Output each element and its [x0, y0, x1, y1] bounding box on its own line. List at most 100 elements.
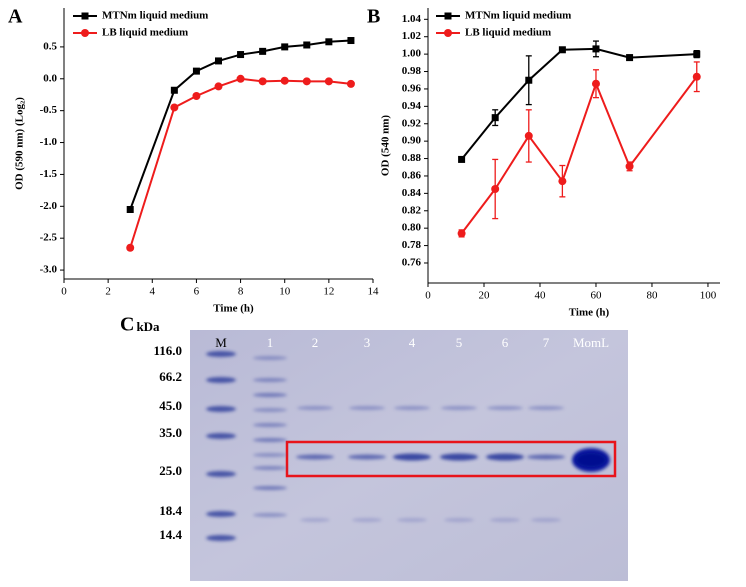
marker: [258, 77, 267, 86]
gel-band: [206, 471, 236, 477]
gel-band: [253, 408, 287, 412]
marker: [692, 72, 701, 81]
marker: [591, 79, 600, 88]
gel-band: [296, 454, 334, 460]
gel-band: [206, 351, 236, 357]
legend-marker: [81, 29, 89, 37]
gel-band: [253, 393, 287, 397]
marker: [237, 51, 245, 59]
gel-band: [352, 518, 382, 522]
gel-band: [527, 454, 565, 460]
gel-band: [206, 377, 236, 383]
marker: [214, 82, 223, 91]
marker: [126, 243, 135, 252]
gel-band: [531, 518, 561, 522]
ladder-label: 45.0: [159, 398, 182, 413]
y-tick-label: 0.96: [402, 82, 422, 94]
marker: [693, 50, 701, 58]
series-line: [129, 39, 351, 210]
y-tick-label: 0.0: [43, 72, 57, 84]
marker: [626, 54, 634, 62]
unit-label: kDa: [136, 319, 160, 334]
x-tick-label: 100: [700, 290, 717, 302]
y-tick-label: 1.00: [402, 48, 422, 60]
gel-band: [253, 378, 287, 382]
x-axis-label: Time (h): [213, 303, 254, 315]
gel-band: [253, 438, 287, 442]
x-tick-label: 60: [590, 290, 602, 302]
marker: [491, 114, 499, 122]
legend-label: LB liquid medium: [465, 27, 551, 39]
y-tick-label: -3.0: [40, 264, 58, 276]
gel-band: [528, 406, 564, 410]
panel-label: B: [367, 6, 380, 28]
y-tick-label: -2.5: [40, 232, 58, 244]
gel-band: [397, 518, 427, 522]
gel-band: [576, 453, 606, 467]
y-tick-label: 0.88: [402, 152, 422, 164]
legend-label: MTNm liquid medium: [465, 10, 571, 22]
gel-band: [206, 433, 236, 439]
x-tick-label: 12: [323, 286, 334, 298]
x-tick-label: 0: [61, 286, 67, 298]
marker: [347, 37, 355, 45]
marker: [558, 177, 567, 186]
y-tick-label: -2.0: [40, 200, 58, 212]
gel-band: [486, 453, 524, 461]
x-axis-label: Time (h): [569, 307, 610, 319]
lane-label: MomL: [573, 335, 609, 350]
x-tick-label: 20: [478, 290, 490, 302]
lane-label: 1: [267, 335, 274, 350]
marker: [325, 38, 333, 46]
marker: [458, 155, 466, 163]
series-line: [460, 76, 698, 234]
marker: [525, 76, 533, 84]
gel-band: [253, 513, 287, 517]
lane-label: 4: [409, 335, 416, 350]
gel-band: [440, 453, 478, 461]
marker: [303, 41, 311, 49]
gel-band: [206, 406, 236, 412]
marker: [491, 185, 500, 194]
y-tick-label: 0.94: [402, 100, 422, 112]
legend-marker: [444, 29, 452, 37]
marker: [324, 77, 333, 86]
marker: [192, 67, 200, 75]
gel-band: [253, 423, 287, 427]
highlight-box: [285, 440, 617, 478]
marker: [170, 86, 178, 94]
y-axis-label: OD (540 nm): [380, 115, 392, 176]
ladder-label: 14.4: [159, 527, 182, 542]
gel-band: [349, 406, 385, 410]
panel-label: C: [120, 314, 134, 336]
y-tick-label: -1.0: [40, 136, 58, 148]
lane-label: 7: [543, 335, 550, 350]
y-tick-label: -0.5: [40, 104, 58, 116]
ladder-label: 116.0: [153, 343, 182, 358]
y-tick-label: -1.5: [40, 168, 58, 180]
gel-band: [441, 406, 477, 410]
lane-label: 2: [312, 335, 319, 350]
marker: [625, 162, 634, 171]
x-tick-label: 80: [646, 290, 658, 302]
x-tick-label: 0: [425, 290, 431, 302]
marker: [170, 103, 179, 112]
gel-band: [300, 518, 330, 522]
gel-band: [394, 406, 430, 410]
x-tick-label: 14: [368, 286, 380, 298]
gel-band: [253, 356, 287, 360]
marker: [259, 47, 267, 55]
lane-label: 6: [502, 335, 509, 350]
y-tick-label: 0.98: [402, 65, 422, 77]
lane-label: 3: [364, 335, 371, 350]
marker: [192, 91, 201, 100]
gel-band: [444, 518, 474, 522]
series-line: [460, 47, 697, 161]
x-tick-label: 2: [105, 286, 111, 298]
marker: [592, 45, 600, 53]
marker: [457, 229, 466, 238]
x-tick-label: 8: [238, 286, 244, 298]
x-tick-label: 10: [279, 286, 291, 298]
ladder-label: 18.4: [159, 503, 182, 518]
